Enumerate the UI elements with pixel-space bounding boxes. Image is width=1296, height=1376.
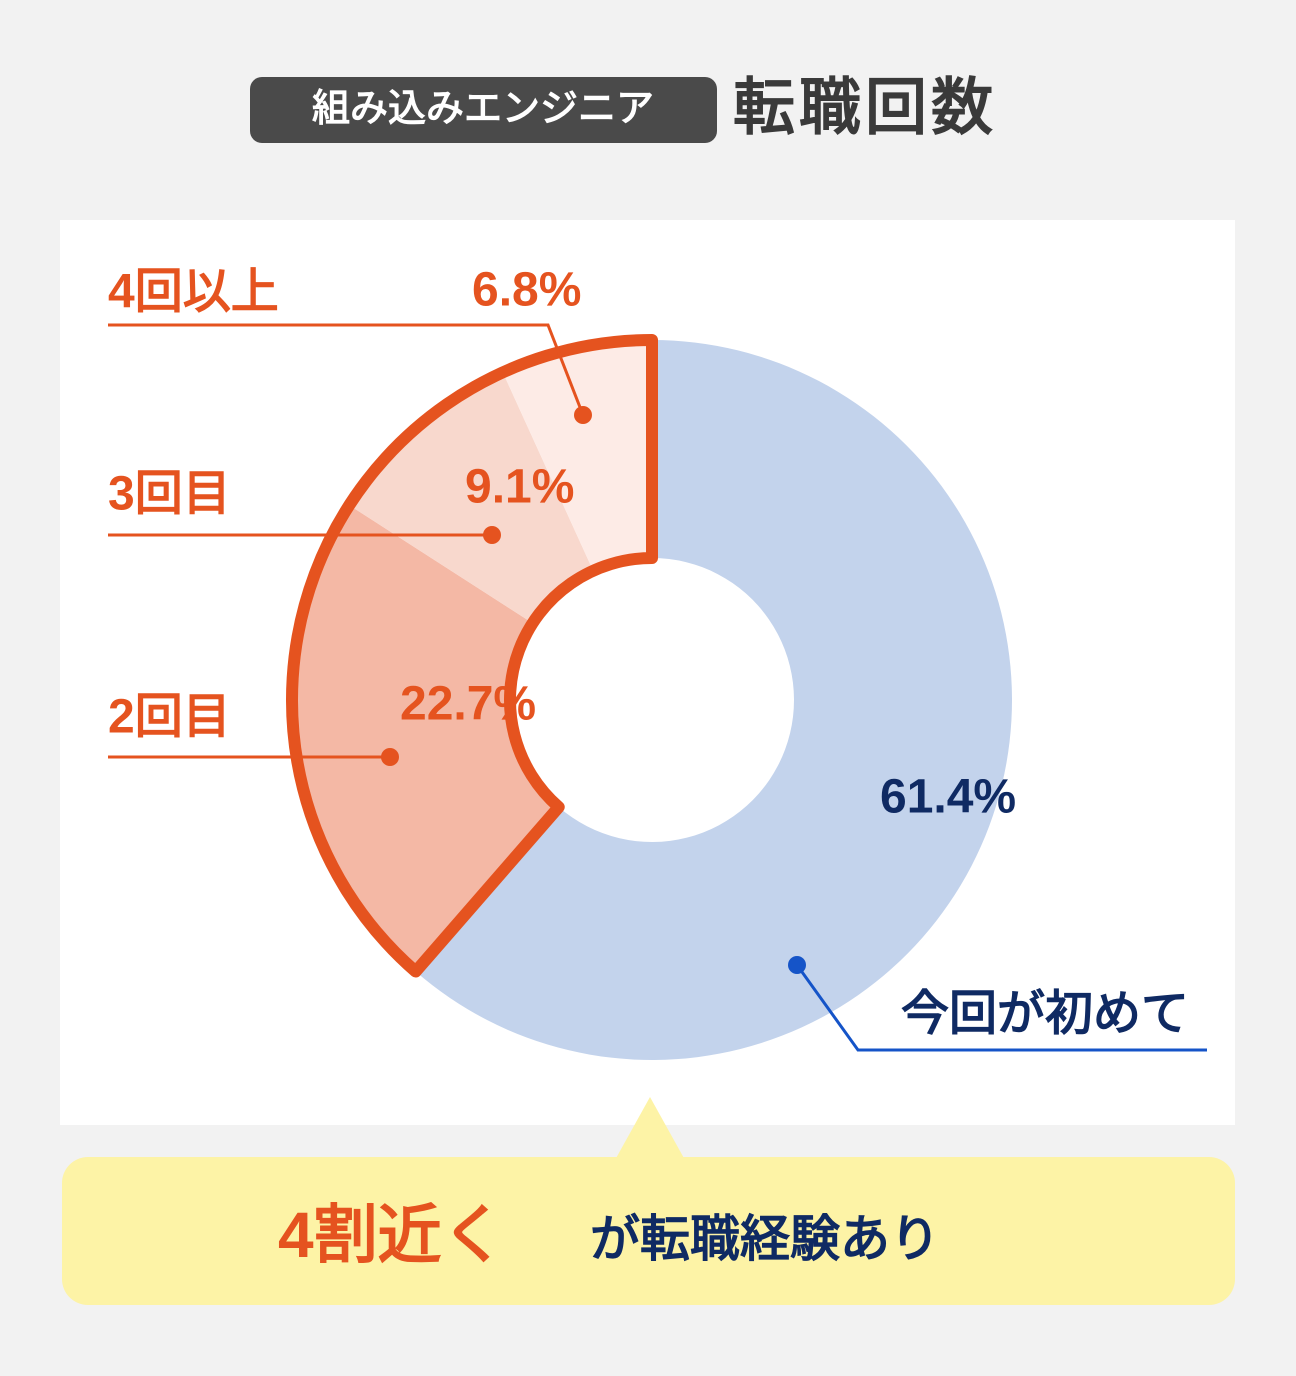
chart-title: 転職回数	[733, 73, 997, 142]
leader-line	[795, 964, 1207, 1052]
value-label: 6.8%	[472, 264, 581, 317]
callout-emphasis: 4割近く	[278, 1199, 506, 1271]
category-label: 今回が初めて	[901, 988, 1189, 1041]
callout-box	[62, 1157, 1235, 1305]
callout-text: が転職経験あり	[590, 1211, 940, 1267]
category-label: 4回以上	[108, 266, 279, 319]
category-label: 2回目	[108, 691, 231, 744]
badge: 組み込みエンジニア	[312, 88, 654, 130]
value-label: 9.1%	[465, 461, 574, 514]
leader-line	[108, 323, 585, 416]
value-label: 22.7%	[400, 678, 536, 731]
donut-chart: 今回が初めて 61.4% 2回目 22.7% 3回目 9.1% 4回以上 6.8%	[108, 264, 1207, 1060]
callout-pointer	[615, 1097, 685, 1160]
donut-slice	[502, 340, 652, 571]
category-label: 3回目	[108, 468, 231, 521]
leader-dot	[574, 406, 592, 424]
highlight-outline	[286, 334, 658, 978]
leader-dot	[788, 956, 806, 974]
value-label: 61.4%	[880, 771, 1016, 824]
donut-slice	[292, 505, 559, 972]
leader-dot	[483, 526, 501, 544]
badge-box	[250, 77, 717, 143]
leader-dot	[381, 748, 399, 766]
donut-slice	[415, 340, 1013, 1060]
